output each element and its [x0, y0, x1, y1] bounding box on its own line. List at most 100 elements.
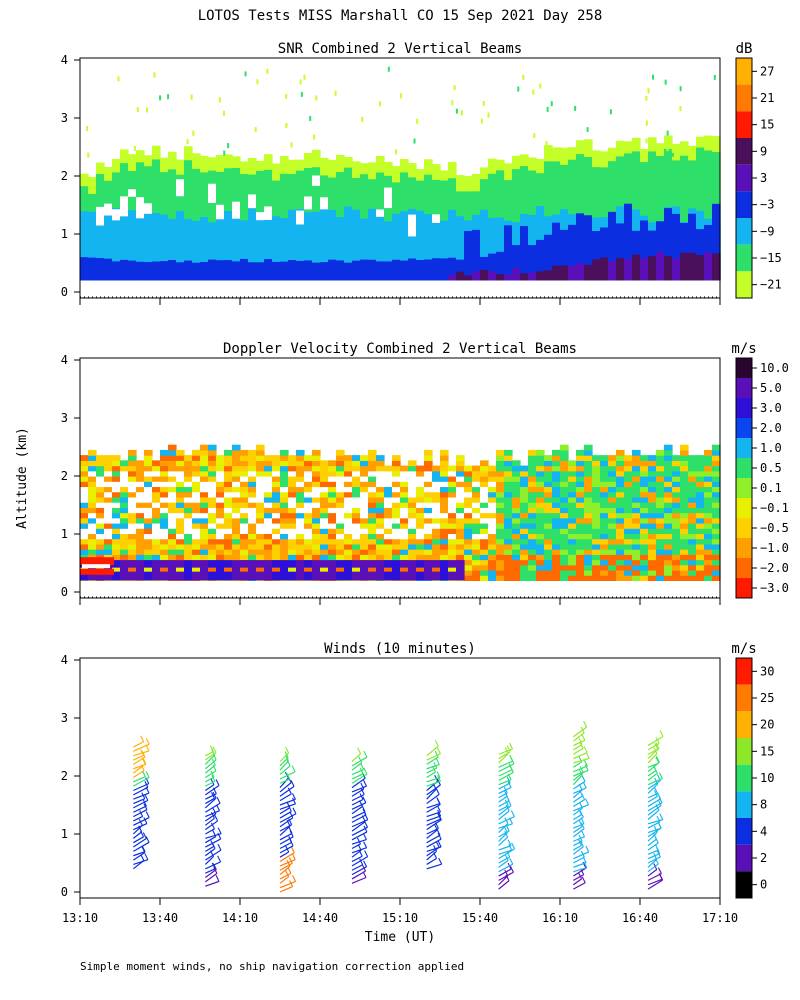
velocity-cell [368, 470, 377, 477]
velocity-cell [632, 575, 641, 581]
wind-barb [279, 757, 289, 767]
colorbar-tick-label: −9 [760, 224, 774, 238]
velocity-cell [440, 470, 449, 477]
snr-speck [482, 100, 485, 106]
y-tick-label: 4 [61, 53, 68, 67]
velocity-cell [592, 569, 601, 576]
velocity-cell [192, 502, 201, 508]
velocity-cell [312, 476, 321, 482]
velocity-cell [160, 496, 169, 503]
snr-speck [153, 72, 156, 78]
velocity-cell [288, 538, 297, 545]
velocity-cell [512, 538, 521, 545]
snr-cell [328, 259, 337, 281]
velocity-cell [672, 460, 681, 467]
snr-cell [616, 257, 625, 281]
velocity-cell [688, 543, 697, 550]
snr-cell [424, 259, 433, 281]
velocity-cell [248, 465, 257, 472]
wind-barb-flag [507, 839, 512, 846]
velocity-cell [168, 444, 177, 451]
velocity-cell [376, 455, 385, 461]
snr-speck [651, 74, 654, 80]
velocity-cell [384, 517, 393, 524]
velocity-cell [656, 522, 665, 529]
velocity-cell [256, 512, 265, 519]
velocity-cell [368, 538, 377, 545]
velocity-cell [592, 554, 601, 561]
snr-speck [460, 110, 463, 116]
wind-barb [498, 810, 510, 820]
wind-barb [279, 832, 293, 841]
wind-barb [647, 856, 661, 864]
velocity-cell [464, 528, 473, 535]
velocity-cell [384, 502, 393, 508]
velocity-cell [232, 522, 241, 529]
snr-speck [679, 106, 682, 112]
velocity-cell [280, 460, 289, 467]
velocity-cell [672, 481, 681, 488]
wind-barb-flag [654, 787, 659, 794]
velocity-cell [336, 491, 345, 498]
wind-barb-flag [655, 742, 660, 750]
velocity-cell [424, 481, 433, 488]
velocity-cell [120, 517, 129, 524]
wind-barb [279, 886, 293, 893]
velocity-cell [280, 502, 289, 508]
velocity-cell [632, 512, 641, 519]
snr-cell [352, 260, 361, 281]
wind-barb [426, 788, 437, 800]
velocity-cell [216, 486, 225, 493]
wind-barb [351, 785, 367, 793]
wind-barb [426, 818, 441, 826]
velocity-cell [280, 481, 289, 488]
winds-units: m/s [731, 641, 756, 657]
velocity-cell [568, 476, 577, 482]
wind-barb [351, 756, 368, 767]
velocity-cell [152, 538, 161, 545]
velocity-cell [688, 564, 697, 571]
snr-cell [320, 205, 329, 281]
velocity-cell [600, 502, 609, 508]
wind-barb-flag [140, 735, 145, 742]
velocity-cell [712, 538, 721, 545]
y-tick-label: 0 [61, 285, 68, 299]
velocity-cell [264, 554, 273, 561]
velocity-cell [144, 486, 153, 493]
snr-cell [544, 270, 553, 281]
velocity-cell [560, 538, 569, 545]
velocity-cell [536, 449, 545, 456]
velocity-cell [240, 528, 249, 535]
snr-cell [408, 258, 417, 281]
velocity-cell [432, 512, 441, 519]
velocity-cell [440, 496, 449, 503]
velocity-cell [584, 444, 593, 451]
colorbar-tick-label: −3 [760, 198, 774, 212]
velocity-cell [304, 543, 313, 550]
velocity-cell [208, 481, 217, 488]
velocity-cell [472, 575, 481, 581]
snr-speck [532, 89, 535, 95]
snr-cell [312, 262, 321, 281]
x-tick-label: 15:10 [382, 911, 418, 925]
velocity-cell [384, 538, 393, 545]
snr-speck [299, 79, 302, 85]
velocity-cell [664, 460, 673, 467]
velocity-cell [536, 507, 545, 514]
velocity-cell [640, 455, 649, 461]
colorbar-swatch [736, 138, 752, 165]
velocity-cell [624, 486, 633, 493]
velocity-cell [632, 533, 641, 540]
velocity-cell [648, 543, 657, 550]
velocity-cell [400, 491, 409, 498]
wind-barb [647, 762, 660, 768]
velocity-cell [200, 533, 209, 540]
snr-cell [552, 265, 561, 281]
wind-barb-flag [509, 865, 514, 873]
velocity-cell [600, 455, 609, 461]
velocity-cell [432, 517, 441, 524]
velocity-cell [616, 470, 625, 477]
snr-cell [136, 215, 145, 281]
velocity-cell [200, 481, 209, 488]
